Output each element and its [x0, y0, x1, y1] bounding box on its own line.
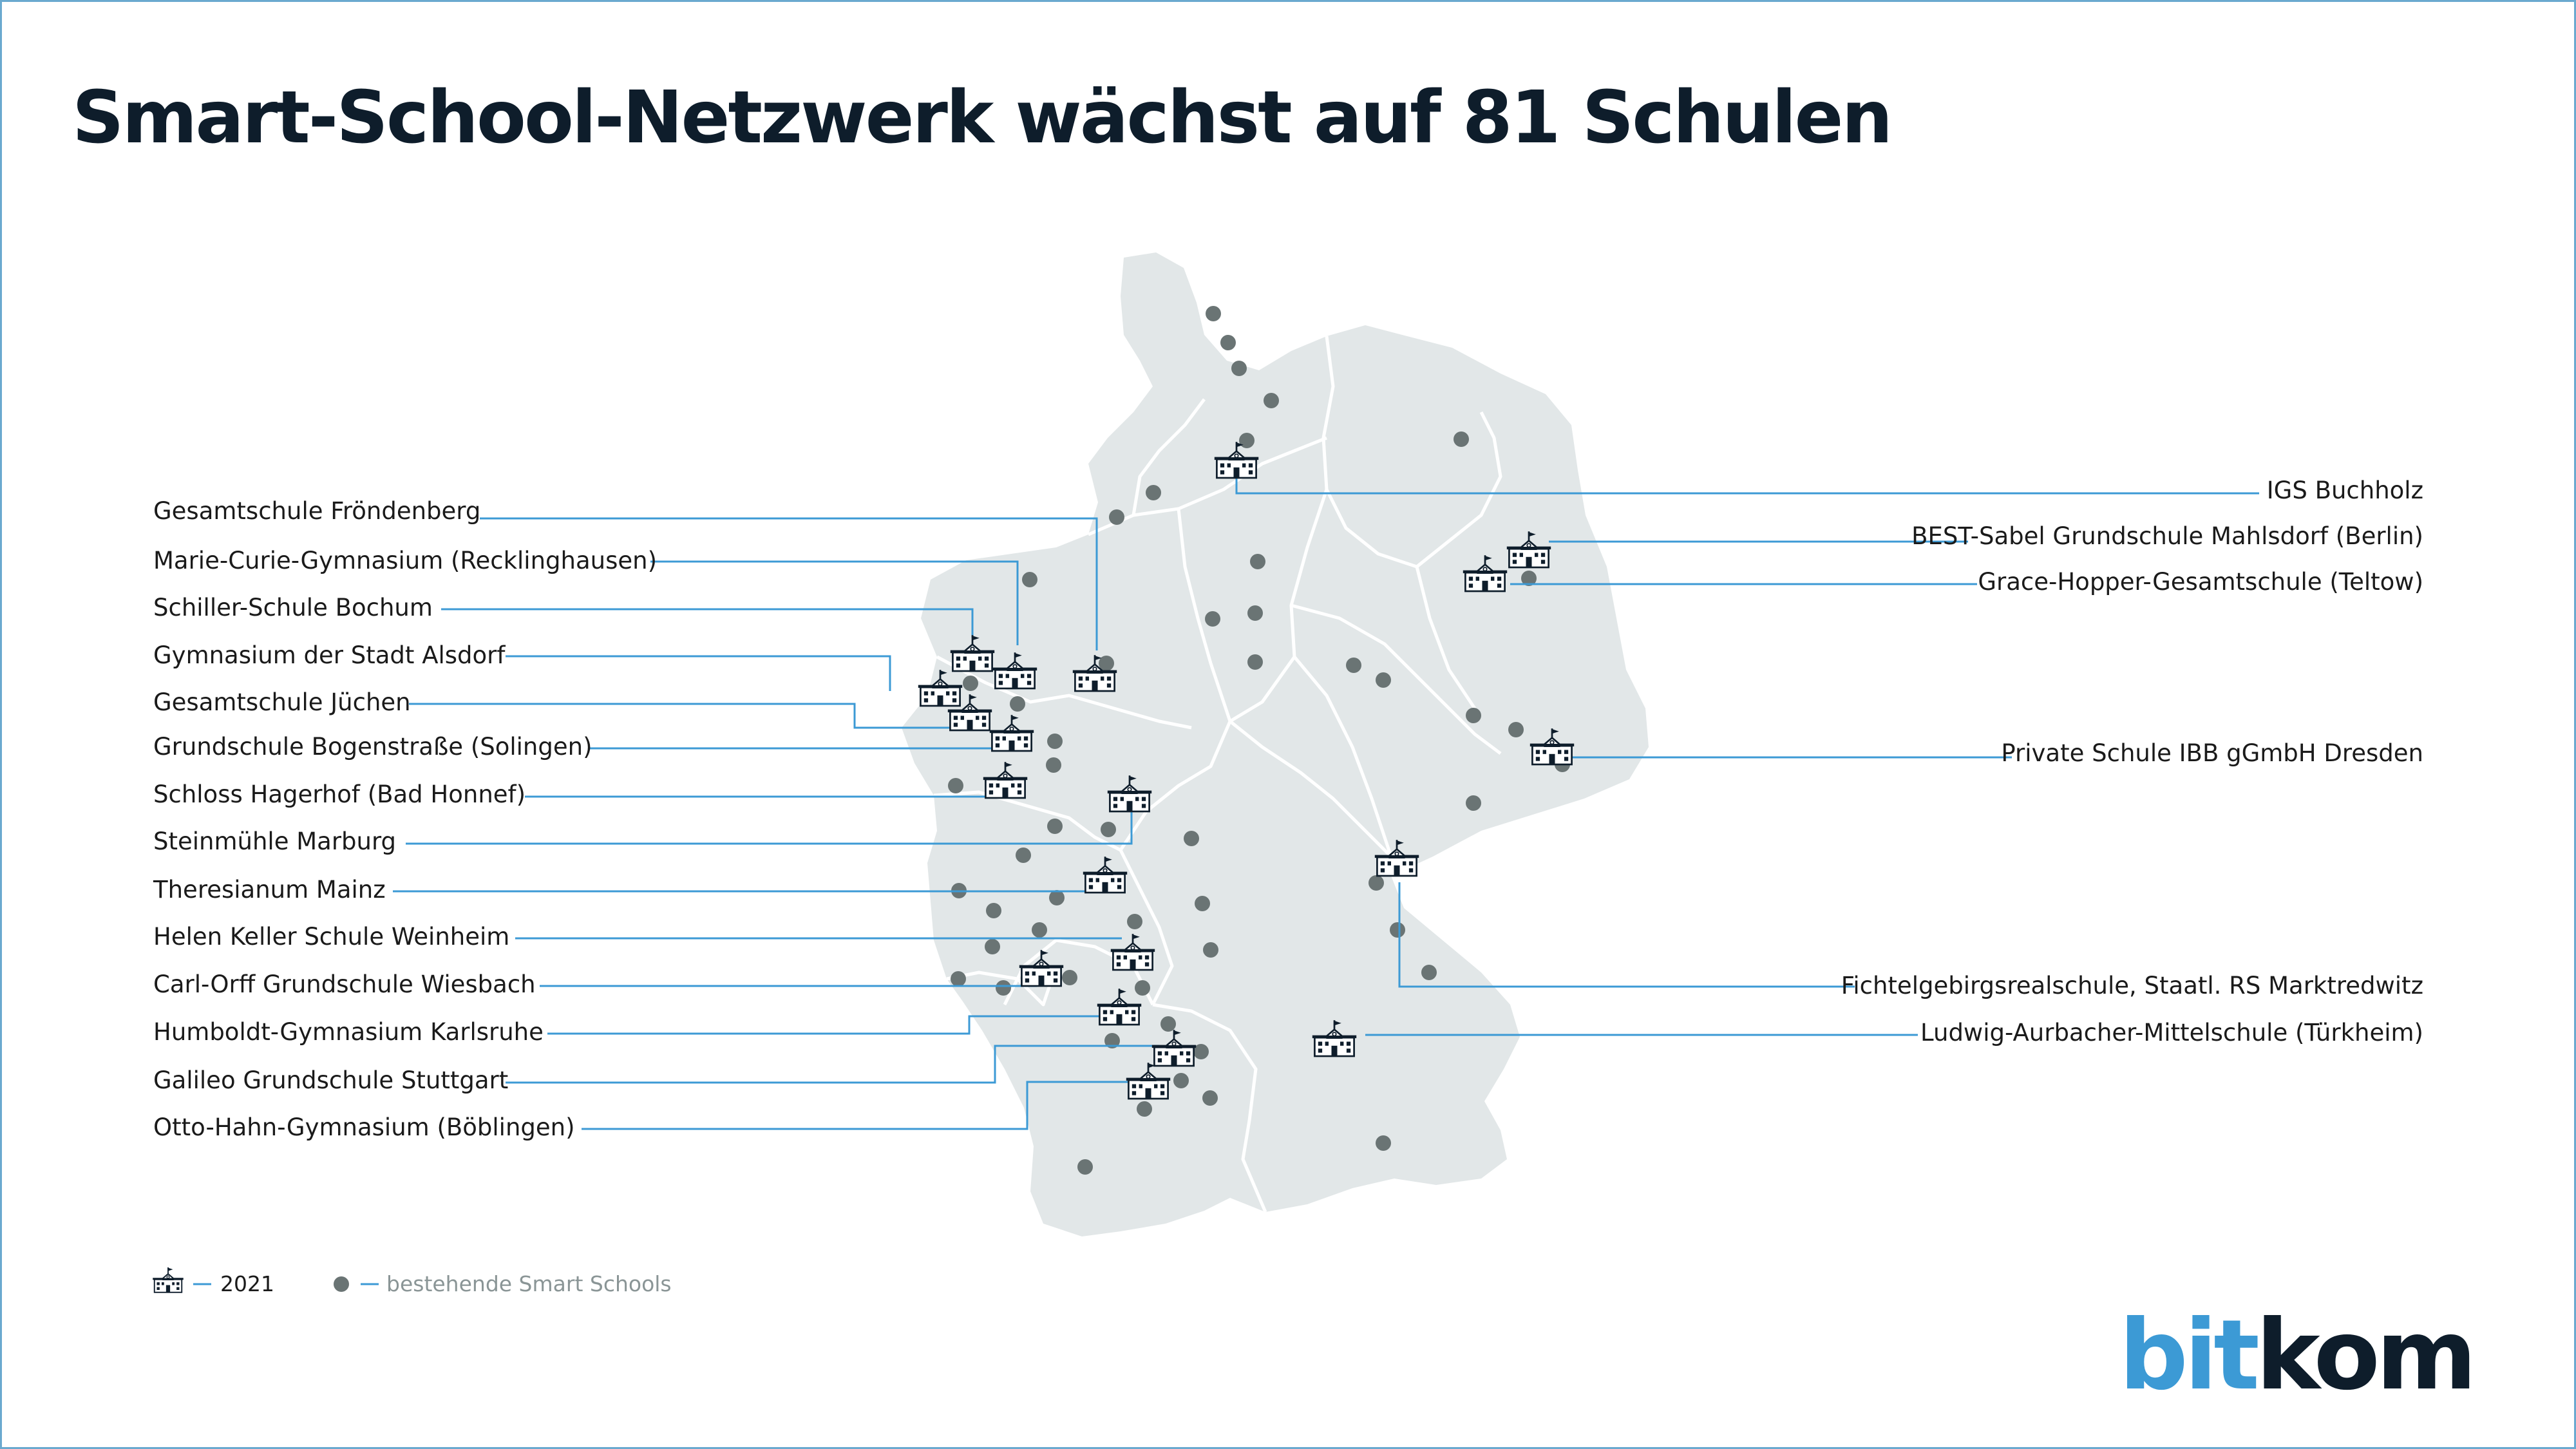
legend-symbols	[152, 1267, 379, 1293]
existing-school-dot	[1160, 1016, 1176, 1032]
existing-school-dot	[986, 903, 1001, 918]
existing-school-dot	[1206, 306, 1221, 321]
existing-school-dot	[1146, 485, 1161, 500]
existing-school-dot	[1101, 822, 1116, 837]
existing-school-dot	[1202, 1090, 1218, 1106]
label-grundschule-bogenstrasse: Grundschule Bogenstraße (Solingen)	[153, 733, 592, 761]
leader-line	[506, 1045, 1159, 1084]
leader-line	[441, 608, 974, 638]
label-marie-curie-gymnasium: Marie-Curie-Gymnasium (Recklinghausen)	[153, 547, 658, 574]
existing-school-dots	[948, 306, 1570, 1175]
label-schloss-hagerhof: Schloss Hagerhof (Bad Honnef)	[153, 781, 526, 808]
label-steinmuehle-marburg: Steinmühle Marburg	[153, 828, 397, 855]
existing-school-dot	[1247, 654, 1263, 670]
existing-school-dot	[1466, 708, 1481, 723]
existing-school-dot	[1109, 509, 1124, 525]
germany-outline	[902, 252, 1649, 1236]
existing-school-dot	[1077, 1159, 1093, 1175]
existing-school-dot	[1454, 431, 1469, 447]
leader-line	[409, 703, 969, 729]
existing-school-dot	[1368, 875, 1384, 891]
label-humboldt-gymnasium: Humboldt-Gymnasium Karlsruhe	[153, 1018, 544, 1046]
existing-school-dot	[1466, 795, 1481, 811]
existing-school-dot	[1390, 922, 1405, 938]
leader-line	[650, 560, 1019, 645]
existing-school-dot	[1032, 922, 1047, 938]
existing-school-dot	[1046, 757, 1061, 773]
existing-school-dot	[1231, 361, 1247, 376]
existing-school-dot	[1047, 734, 1063, 749]
existing-school-dot	[1521, 571, 1537, 586]
existing-school-dot	[1247, 605, 1263, 621]
existing-school-dot	[1104, 1033, 1120, 1048]
label-grace-hopper-gesamtschule: Grace-Hopper-Gesamtschule (Teltow)	[1978, 568, 2423, 596]
leader-lines	[393, 470, 2259, 1130]
existing-school-dot	[951, 971, 966, 987]
leader-line	[1398, 882, 1855, 988]
existing-school-dot	[985, 939, 1000, 954]
leader-line	[406, 808, 1133, 845]
logo-part-bit: bit	[2119, 1300, 2259, 1412]
existing-school-dot	[1346, 658, 1361, 673]
existing-school-dot	[1193, 1044, 1209, 1059]
legend-dot-icon	[334, 1276, 349, 1292]
existing-school-dot	[1010, 696, 1025, 712]
legend-existing-label: bestehende Smart Schools	[386, 1271, 672, 1296]
existing-school-dot	[1184, 831, 1199, 846]
existing-school-dot	[963, 676, 978, 691]
existing-school-dot	[1203, 942, 1218, 958]
label-gymnasium-alsdorf: Gymnasium der Stadt Alsdorf	[153, 641, 506, 669]
label-otto-hahn-gymnasium: Otto-Hahn-Gymnasium (Böblingen)	[153, 1113, 575, 1141]
existing-school-dot	[1099, 656, 1114, 671]
legend-2021-label: 2021	[220, 1271, 274, 1296]
page-title: Smart-School-Netzwerk wächst auf 81 Schu…	[72, 76, 1893, 160]
label-igs-buchholz: IGS Buchholz	[2266, 477, 2423, 504]
existing-school-dot	[1195, 896, 1210, 911]
label-helen-keller-schule: Helen Keller Schule Weinheim	[153, 923, 510, 951]
existing-school-dot	[1022, 572, 1037, 587]
existing-school-dot	[1376, 672, 1391, 688]
existing-school-dot	[1016, 848, 1031, 863]
existing-school-dot	[1049, 890, 1065, 905]
leader-line	[480, 517, 1098, 650]
existing-school-dot	[1220, 335, 1236, 350]
label-schiller-schule-bochum: Schiller-Schule Bochum	[153, 594, 433, 621]
existing-school-dot	[1376, 1135, 1391, 1151]
legend-school-icon	[152, 1267, 184, 1293]
leader-line	[547, 1015, 1114, 1035]
existing-school-dot	[1135, 980, 1150, 996]
existing-school-dot	[1137, 1101, 1152, 1117]
existing-school-dot	[1062, 970, 1077, 985]
label-gesamtschule-juechen: Gesamtschule Jüchen	[153, 688, 411, 716]
leader-line	[582, 1081, 1143, 1130]
label-carl-orff-grundschule: Carl-Orff Grundschule Wiesbach	[153, 971, 536, 998]
label-ludwig-aurbacher-mittelschule: Ludwig-Aurbacher-Mittelschule (Türkheim)	[1920, 1019, 2423, 1046]
existing-school-dot	[1239, 433, 1255, 448]
existing-school-dot	[948, 778, 963, 793]
existing-school-dot	[1205, 611, 1220, 627]
label-gesamtschule-froendenberg: Gesamtschule Fröndenberg	[153, 497, 481, 525]
label-fichtelgebirgsrealschule: Fichtelgebirgsrealschule, Staatl. RS Mar…	[1841, 972, 2423, 999]
label-theresianum-mainz: Theresianum Mainz	[153, 876, 386, 904]
state-borders	[933, 336, 1502, 1213]
existing-school-dot	[1047, 819, 1063, 834]
existing-school-dot	[996, 980, 1011, 996]
existing-school-dot	[1127, 914, 1142, 929]
leader-line	[506, 655, 891, 691]
existing-school-dot	[1508, 722, 1524, 737]
logo-part-kom: kom	[2255, 1300, 2477, 1412]
label-galileo-grundschule: Galileo Grundschule Stuttgart	[153, 1066, 509, 1094]
existing-school-dot	[1421, 965, 1437, 980]
existing-school-dot	[1264, 393, 1279, 408]
existing-school-dot	[1250, 554, 1265, 569]
existing-school-dot	[1173, 1073, 1189, 1088]
label-private-schule-ibb: Private Schule IBB gGmbH Dresden	[2001, 739, 2423, 767]
label-best-sabel-grundschule: BEST-Sabel Grundschule Mahlsdorf (Berlin…	[1911, 522, 2423, 550]
bitkom-logo: bitkom	[2119, 1307, 2477, 1404]
